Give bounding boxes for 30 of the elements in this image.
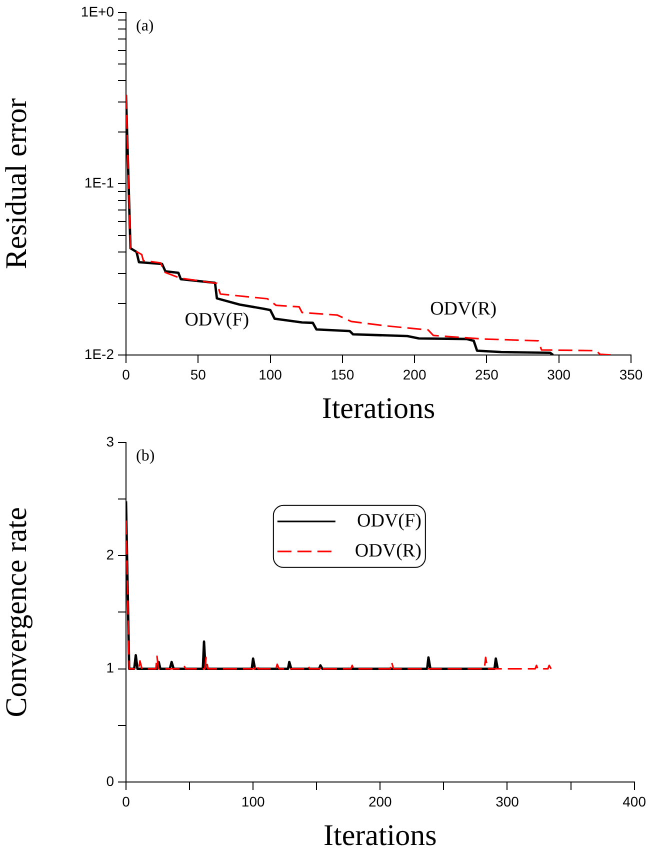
y-axis-title: Convergence rate <box>0 507 33 718</box>
x-tick-label: 200 <box>402 366 426 382</box>
x-tick-label: 200 <box>368 793 392 810</box>
x-tick-label: 350 <box>619 366 643 382</box>
x-axis-title: Iterations <box>322 392 436 425</box>
x-tick-label: 250 <box>475 366 499 382</box>
series-label: ODV(F) <box>184 309 250 330</box>
y-axis-title: Residual error <box>0 98 33 270</box>
y-tick-label: 1E-1 <box>84 174 114 191</box>
annotation: (b) <box>136 448 155 465</box>
x-tick-label: 300 <box>496 793 520 810</box>
x-tick-label: 0 <box>122 366 130 382</box>
annotation: (a) <box>136 18 154 35</box>
y-tick-label: 1E+0 <box>80 3 114 20</box>
x-tick-label: 300 <box>547 366 571 382</box>
y-tick-label: 1 <box>106 660 114 676</box>
x-tick-label: 400 <box>622 793 646 810</box>
y-tick-label: 2 <box>106 546 114 562</box>
legend-label: ODV(F) <box>357 510 422 532</box>
x-tick-label: 150 <box>330 366 354 382</box>
x-axis-title: Iterations <box>324 818 437 852</box>
x-tick-label: 50 <box>190 366 206 382</box>
legend-label: ODV(R) <box>354 540 422 562</box>
series-label: ODV(R) <box>430 298 497 320</box>
y-tick-label: 1E-2 <box>84 346 114 362</box>
x-tick-label: 100 <box>258 366 282 382</box>
y-tick-label: 3 <box>106 433 114 450</box>
x-tick-label: 0 <box>122 793 130 810</box>
y-tick-label: 0 <box>106 772 114 789</box>
x-tick-label: 100 <box>241 793 265 810</box>
